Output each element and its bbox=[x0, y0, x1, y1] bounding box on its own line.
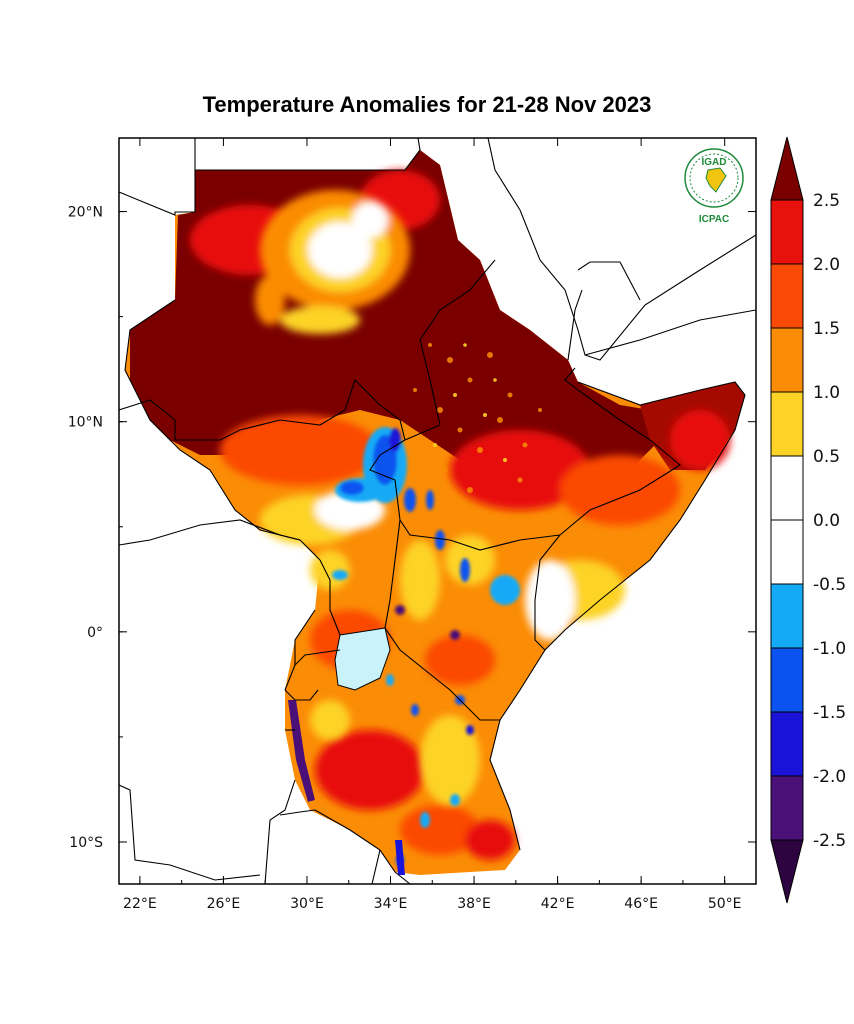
colorbar-level-label: -2.0 bbox=[813, 767, 846, 787]
colorbar-level-label: 0.0 bbox=[813, 511, 840, 531]
anomaly-field bbox=[125, 150, 745, 875]
x-tick-label: 42°E bbox=[541, 896, 575, 912]
axis-ticks bbox=[119, 138, 756, 884]
x-tick-label: 26°E bbox=[207, 896, 241, 912]
colorbar-bin-neg1.0 bbox=[771, 648, 803, 712]
x-tick-label: 50°E bbox=[708, 896, 742, 912]
colorbar-level-label: -0.5 bbox=[813, 575, 846, 595]
colorbar-level-label: 1.5 bbox=[813, 319, 840, 339]
map-frame bbox=[118, 137, 757, 885]
colorbar-level-label: -1.0 bbox=[813, 639, 846, 659]
axis-tick-labels: 22°E 26°E 30°E 34°E 38°E 42°E 46°E 50°E 20°N 10°N… bbox=[68, 205, 742, 912]
x-tick-label: 34°E bbox=[374, 896, 408, 912]
x-tick-label: 38°E bbox=[457, 896, 491, 912]
y-tick-label: 10°N bbox=[68, 415, 103, 431]
colorbar-bin-neg2.0 bbox=[771, 776, 803, 840]
x-tick-label: 30°E bbox=[290, 896, 324, 912]
colorbar-top-triangle bbox=[770, 136, 804, 201]
igad-icpac-logo: IGAD ICPAC bbox=[684, 148, 744, 225]
colorbar-bin-0.5-1.0 bbox=[771, 392, 803, 456]
colorbar-bin-2.0-2.5 bbox=[771, 200, 803, 264]
colorbar-bin-1.0-1.5 bbox=[771, 328, 803, 392]
colorbar-level-label: 2.0 bbox=[813, 255, 840, 275]
colorbar-bin-neg1.5 bbox=[771, 712, 803, 776]
lake-victoria bbox=[334, 627, 391, 691]
colorbar-level-label: -2.5 bbox=[813, 831, 846, 851]
y-tick-label: 20°N bbox=[68, 205, 103, 221]
y-tick-label: 10°S bbox=[69, 835, 103, 851]
colorbar: 2.5 2.0 1.5 1.0 0.5 0.0 -0.5 -1.0 -1.5 -2.0 -2.5 bbox=[770, 136, 846, 904]
logo-top-text: IGAD bbox=[702, 157, 727, 168]
colorbar-level-label: 1.0 bbox=[813, 383, 840, 403]
colorbar-bottom-triangle bbox=[770, 839, 804, 904]
logo-bottom-text: ICPAC bbox=[699, 214, 729, 225]
colorbar-bin-neg0.5 bbox=[771, 584, 803, 648]
lake-malawi bbox=[395, 840, 405, 875]
colorbar-level-label: -1.5 bbox=[813, 703, 846, 723]
y-tick-label: 0° bbox=[87, 625, 103, 641]
country-borders bbox=[119, 138, 756, 884]
x-tick-label: 22°E bbox=[123, 896, 157, 912]
colorbar-level-label: 0.5 bbox=[813, 447, 840, 467]
x-tick-label: 46°E bbox=[624, 896, 658, 912]
colorbar-bin-1.5-2.0 bbox=[771, 264, 803, 328]
map-title: Temperature Anomalies for 21-28 Nov 2023 bbox=[202, 92, 652, 117]
lake-tanganyika bbox=[288, 700, 315, 802]
colorbar-level-label: 2.5 bbox=[813, 191, 840, 211]
